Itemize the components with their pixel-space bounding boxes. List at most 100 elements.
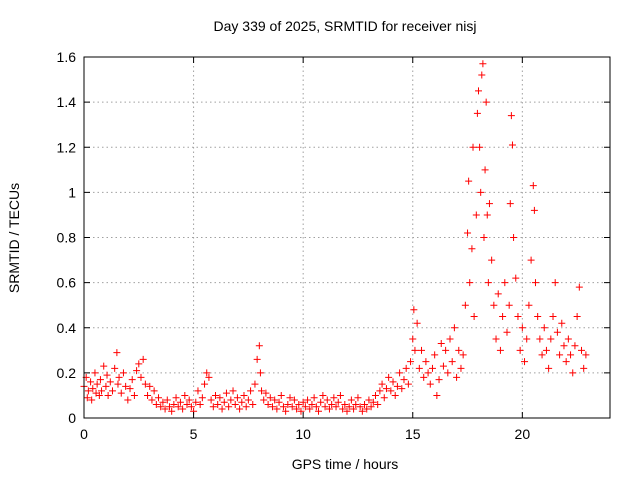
data-point	[407, 358, 415, 366]
data-point	[531, 279, 539, 287]
data-point	[247, 387, 255, 395]
data-point	[480, 234, 488, 241]
data-point	[376, 387, 384, 395]
data-point	[350, 405, 358, 413]
data-point	[569, 369, 577, 377]
data-point	[214, 400, 222, 408]
data-point	[523, 335, 531, 343]
data-point	[518, 324, 526, 332]
y-tick-label: 1.6	[57, 49, 77, 65]
data-point	[323, 396, 331, 404]
data-point	[260, 396, 268, 404]
data-point	[95, 391, 103, 399]
data-point	[317, 398, 325, 406]
data-point	[106, 378, 114, 386]
data-point	[400, 376, 408, 384]
data-point	[365, 396, 373, 404]
y-tick-label: 1.4	[57, 94, 77, 110]
data-point	[130, 391, 138, 399]
data-point	[256, 369, 264, 377]
data-point	[163, 396, 171, 404]
y-axis-label: SRMTID / TECUs	[6, 183, 22, 293]
data-point	[104, 391, 112, 399]
data-point	[207, 396, 215, 404]
data-point	[484, 279, 492, 287]
data-point	[255, 342, 263, 350]
data-point	[573, 312, 581, 320]
data-point	[196, 400, 204, 408]
data-point	[402, 364, 410, 372]
data-point	[465, 177, 473, 185]
data-point	[218, 405, 226, 413]
data-point	[580, 364, 588, 372]
data-point	[328, 400, 336, 408]
data-point	[545, 364, 553, 372]
data-point	[521, 358, 529, 366]
data-point	[398, 385, 406, 393]
data-point	[422, 358, 430, 366]
data-point	[409, 335, 417, 343]
data-point	[442, 346, 450, 354]
data-point	[431, 351, 439, 359]
data-point	[426, 380, 434, 388]
data-point	[446, 335, 454, 343]
data-point	[389, 378, 397, 386]
data-point	[205, 373, 213, 381]
data-point	[571, 342, 579, 350]
data-point	[556, 351, 564, 359]
data-point	[192, 398, 200, 406]
data-point	[96, 376, 104, 384]
data-point	[391, 391, 399, 399]
data-point	[490, 301, 498, 309]
data-point	[115, 373, 123, 381]
data-point	[262, 389, 270, 397]
data-point	[476, 143, 484, 151]
data-point	[150, 387, 158, 395]
y-tick-label: 0.8	[57, 230, 77, 246]
data-point	[111, 364, 119, 372]
data-point	[450, 324, 458, 332]
data-point	[479, 60, 487, 68]
data-point	[562, 358, 570, 366]
data-point	[308, 400, 316, 408]
data-point	[185, 396, 193, 404]
data-point	[102, 382, 110, 390]
data-point	[361, 400, 369, 408]
data-point	[341, 400, 349, 408]
data-point	[187, 403, 195, 411]
data-point	[428, 364, 436, 372]
data-point	[538, 351, 546, 359]
data-point	[503, 328, 511, 336]
data-point	[499, 312, 507, 320]
data-point	[459, 351, 467, 359]
data-point	[174, 403, 182, 411]
data-point	[209, 403, 217, 411]
data-point	[264, 400, 272, 408]
data-point	[336, 391, 344, 399]
data-point	[385, 373, 393, 381]
data-point	[266, 394, 274, 402]
data-point	[470, 312, 478, 320]
plot-frame	[83, 56, 611, 419]
data-point	[229, 387, 237, 395]
data-point	[238, 398, 246, 406]
data-point	[415, 364, 423, 372]
data-point	[236, 405, 244, 413]
data-point	[356, 403, 364, 411]
data-point	[512, 274, 520, 282]
data-point	[155, 394, 163, 402]
data-point	[485, 200, 493, 208]
data-point	[284, 400, 292, 408]
data-point	[288, 403, 296, 411]
data-point	[103, 371, 111, 379]
data-point	[420, 373, 428, 381]
data-point	[91, 369, 99, 377]
data-point	[299, 398, 307, 406]
data-point	[275, 398, 283, 406]
data-point	[439, 362, 447, 370]
data-point	[216, 394, 224, 402]
data-point	[181, 391, 189, 399]
data-point	[345, 403, 353, 411]
data-point	[488, 256, 496, 264]
data-point	[367, 403, 375, 411]
